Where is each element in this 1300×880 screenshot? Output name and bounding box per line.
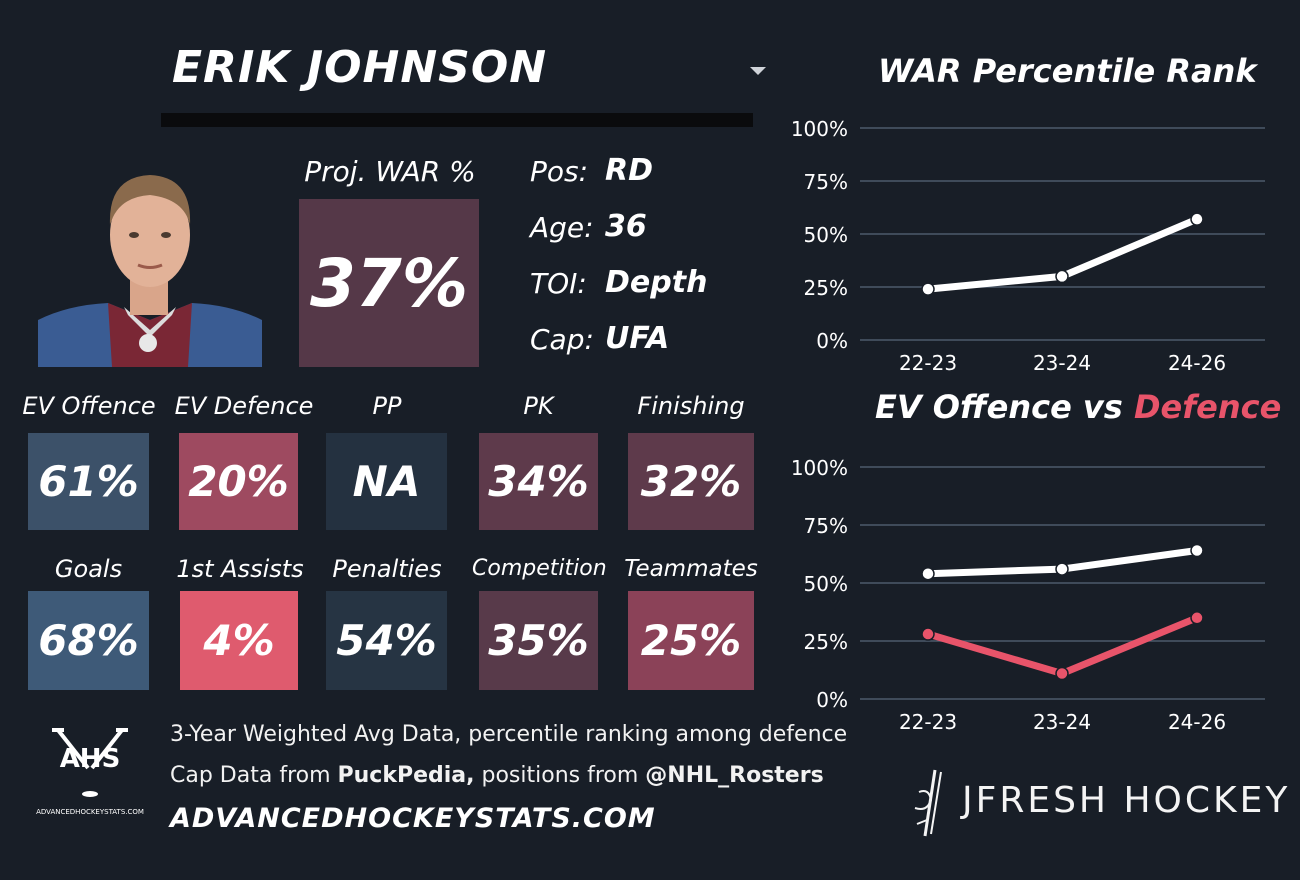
stat-label-competition: Competition [472,556,607,581]
stat-box-1st-assists: 4% [180,591,298,690]
y-tick-label: 50% [804,223,848,247]
info-label-toi: TOI: [530,267,587,300]
chart-title-ev: EV Offence vs Defence [875,388,1281,426]
stat-box-penalties: 54% [326,591,447,690]
data-point [921,282,935,296]
advancedhockeystats-link[interactable]: ADVANCEDHOCKEYSTATS.COM [170,803,656,834]
stat-box-pk: 34% [479,433,598,530]
player-photo [38,155,262,367]
y-tick-label: 100% [791,117,848,141]
stat-label-finishing: Finishing [637,392,745,420]
stat-label-ev-defence: EV Defence [174,392,314,420]
y-tick-label: 50% [804,572,848,596]
y-tick-label: 0% [816,688,848,712]
y-tick-label: 75% [804,514,848,538]
hockey-sticks-icon [52,728,128,797]
proj-war-value: 37% [299,199,479,367]
series-line [924,614,1201,677]
footnote-cap-middle: positions from [474,763,646,788]
chart-title-ev-part1: EV Offence vs [875,388,1134,426]
jfresh-hockey-brand: JFRESH HOCKEY [962,780,1291,821]
data-point [1055,562,1069,576]
data-point [1055,269,1069,284]
stat-label-penalties: Penalties [332,555,442,583]
chart-title-ev-defence: Defence [1133,388,1282,426]
stat-box-finishing: 32% [628,433,754,530]
footnote-cap-prefix: Cap Data from [170,763,338,788]
y-tick-label: 100% [791,456,848,480]
info-value-pos: RD [605,153,654,188]
stat-box-ev-offence: 61% [28,433,149,530]
stat-box-pp: NA [326,433,447,530]
name-underline-bar [161,113,753,127]
info-value-toi: Depth [605,265,708,300]
stat-box-competition: 35% [479,591,598,690]
ahs-logo: AHS ADVANCEDHOCKEYSTATS.COM [36,728,144,820]
puckpedia-link[interactable]: PuckPedia, [337,763,475,788]
y-tick-label: 75% [804,170,848,194]
proj-war-label: Proj. WAR % [304,155,476,188]
data-point [1190,611,1204,625]
nhl-rosters-link[interactable]: @NHL_Rosters [645,763,824,788]
info-value-age: 36 [605,209,647,244]
y-tick-label: 25% [804,630,848,654]
stat-label-teammates: Teammates [624,556,758,582]
x-tick-label: 22-23 [899,710,957,734]
data-point [1190,212,1204,226]
ev-offence-defence-chart: 0% 25% 50% 75% 100% 22-23 23-24 24-26 [791,456,1265,734]
player-name: ERIK JOHNSON [172,42,548,93]
x-tick-label: 24-26 [1168,710,1226,734]
x-tick-label: 24-26 [1168,351,1226,375]
stat-box-ev-defence: 20% [179,433,298,530]
info-label-cap: Cap: [530,323,594,356]
data-point [1190,543,1204,558]
x-tick-label: 22-23 [899,351,957,375]
y-tick-label: 25% [804,276,848,300]
data-point [1055,666,1069,681]
x-tick-label: 23-24 [1033,710,1091,734]
jfresh-logo-icon [905,768,951,838]
stat-box-teammates: 25% [628,591,754,690]
data-point [921,566,935,581]
player-dropdown-arrow-icon[interactable] [750,67,766,75]
footnote-data-source: 3-Year Weighted Avg Data, percentile ran… [170,722,848,747]
x-tick-label: 23-24 [1033,351,1091,375]
stat-label-1st-assists: 1st Assists [176,555,304,583]
war-percentile-chart: 0% 25% 50% 75% 100% 22-23 23-24 24-26 [791,117,1265,375]
info-label-age: Age: [530,211,594,244]
data-point [921,627,935,641]
y-tick-label: 0% [816,329,848,353]
chart-title-war: WAR Percentile Rank [878,52,1257,90]
ahs-logo-text: AHS [59,744,121,774]
stat-label-ev-offence: EV Offence [22,392,156,420]
info-label-pos: Pos: [530,155,589,188]
stat-box-goals: 68% [28,591,149,690]
ahs-logo-subtext: ADVANCEDHOCKEYSTATS.COM [36,808,144,816]
stat-label-pp: PP [372,392,402,420]
footnote-cap-positions: Cap Data from PuckPedia, positions from … [170,763,824,788]
info-value-cap: UFA [605,321,670,356]
stat-label-pk: PK [523,392,554,420]
stat-label-goals: Goals [54,555,123,583]
